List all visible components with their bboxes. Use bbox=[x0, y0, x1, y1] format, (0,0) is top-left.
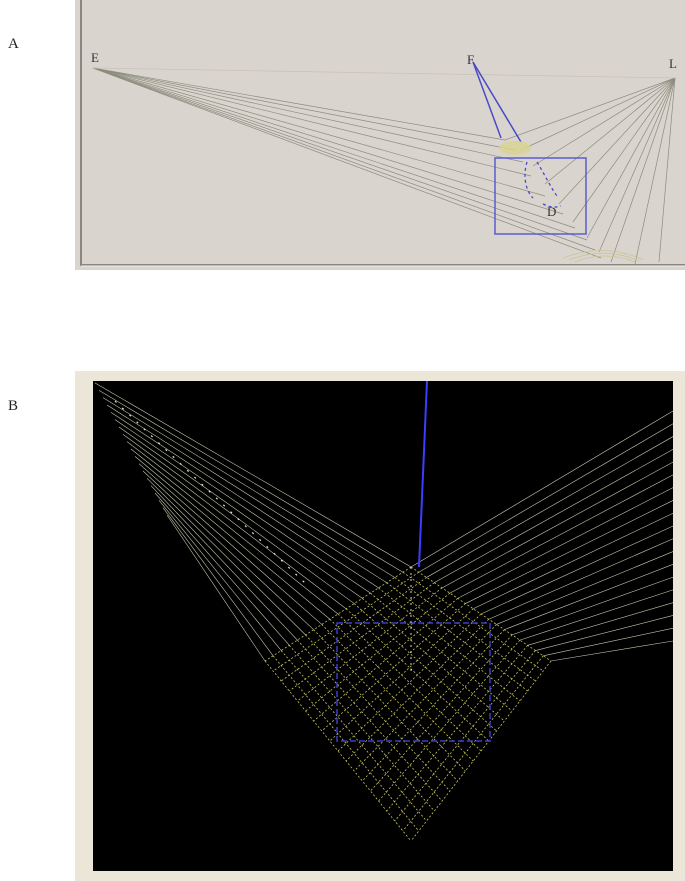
panel-b-ray-right-3 bbox=[434, 449, 674, 583]
panel-a-ray-l-10 bbox=[658, 77, 676, 263]
panel-b-grid-line-a-12 bbox=[362, 629, 505, 782]
panel-b-ray-right-14 bbox=[519, 589, 674, 641]
panel-b-grid-line-a-17 bbox=[402, 655, 544, 832]
panel-b-grid-line-a-10 bbox=[345, 618, 490, 762]
panel-b-grid-line-a-16 bbox=[394, 650, 536, 822]
panel-a-label: A bbox=[8, 36, 19, 52]
panel-b-ray-right-13 bbox=[512, 576, 674, 636]
panel-a-arc-1 bbox=[568, 252, 640, 262]
point-e-label: E bbox=[91, 50, 99, 65]
panel-a-ray-e-8 bbox=[92, 67, 596, 251]
panel-a-arc-2 bbox=[562, 250, 644, 261]
point-f-label: F bbox=[467, 52, 474, 67]
panel-b-ray-right-16 bbox=[535, 615, 674, 651]
panel-a-canvas: E F L D bbox=[75, 0, 685, 274]
panel-a-ray-l-7 bbox=[598, 77, 676, 253]
panel-a-ray-l-2 bbox=[532, 77, 676, 167]
panel-a-ray-l-8 bbox=[610, 77, 676, 263]
panel-b-ray-left-4 bbox=[110, 412, 379, 589]
panel-a-spot bbox=[499, 141, 531, 155]
panel-a-ray-e-7 bbox=[92, 67, 588, 241]
panel-a-ray-l-0 bbox=[504, 77, 676, 141]
panel-b-ray-left-14 bbox=[150, 485, 298, 641]
panel-b-ray-left-11 bbox=[138, 463, 322, 625]
panel-a-ray-l-5 bbox=[572, 77, 676, 223]
panel-b-ray-left-1 bbox=[98, 390, 404, 573]
panel-b-ray-right-5 bbox=[449, 474, 674, 594]
point-d-label: D bbox=[547, 204, 556, 219]
panel-b-ray-left-18 bbox=[166, 514, 266, 662]
panel-b-grid-line-b-1 bbox=[402, 571, 544, 672]
panel-a-ray-e-3 bbox=[92, 67, 532, 177]
panel-a-ray-e-1 bbox=[92, 67, 516, 151]
panel-b-rays bbox=[94, 382, 674, 662]
panel-b-grid-line-a-5 bbox=[305, 592, 451, 712]
panel-a-ray-e-9 bbox=[92, 67, 602, 259]
panel-b-ray-right-0 bbox=[410, 410, 674, 568]
panel-b-ray-right-8 bbox=[473, 512, 674, 610]
panel-b-ray-left-12 bbox=[142, 470, 314, 630]
panel-a-focus-box bbox=[494, 157, 587, 235]
panel-b-grid-line-a-13 bbox=[370, 634, 513, 792]
panel-b-ray-right-2 bbox=[426, 436, 674, 578]
panel-b-ray-right-1 bbox=[418, 423, 674, 573]
panel-b-ray-left-2 bbox=[102, 397, 395, 578]
panel-b-vertical-ray bbox=[418, 380, 428, 568]
panel-b-ray-left-5 bbox=[114, 419, 371, 594]
panel-b-ray-left-17 bbox=[162, 507, 274, 656]
panel-a-dashed-path bbox=[524, 161, 562, 208]
point-l-label: L bbox=[669, 56, 677, 71]
panel-b-grid-line-b-16 bbox=[280, 650, 427, 822]
panel-b-ray-left-16 bbox=[158, 500, 282, 651]
panel-b-grid-line-a-15 bbox=[386, 645, 528, 812]
panel-b-ray-left-15 bbox=[154, 492, 290, 646]
panel-b-grid-line-b-17 bbox=[272, 655, 420, 832]
panel-a-ray-e-4 bbox=[92, 67, 546, 197]
panel-b-ray-right-6 bbox=[457, 487, 674, 599]
panel-b-ray-right-17 bbox=[543, 627, 674, 657]
panel-b-ray-right-4 bbox=[441, 461, 674, 589]
panel-b-ray-right-15 bbox=[527, 602, 674, 646]
panel-b-focus-box bbox=[336, 622, 491, 742]
panel-a-ray-e-2 bbox=[92, 67, 524, 163]
panel-a-ray-e-5 bbox=[92, 67, 564, 215]
panel-b-grid-line-b-12 bbox=[313, 629, 458, 782]
panel-a-ray-l-1 bbox=[520, 77, 676, 151]
panel-a-f-line-2 bbox=[472, 61, 522, 143]
panel-a-baseline bbox=[92, 67, 676, 79]
panel-a-ray-l-3 bbox=[544, 77, 676, 185]
panel-b-grid-line-b-18 bbox=[264, 660, 412, 842]
panel-b-grid-line-b-15 bbox=[289, 645, 435, 812]
panel-a-ray-l-4 bbox=[558, 77, 676, 205]
panel-b-ray-left-3 bbox=[106, 404, 387, 583]
panel-a-ray-l-6 bbox=[586, 77, 676, 239]
panel-b-ray-left-0 bbox=[94, 382, 412, 568]
panel-b-ray-left-8 bbox=[126, 441, 347, 610]
panel-b-ray-right-10 bbox=[488, 538, 674, 620]
panel-b-ray-left-10 bbox=[134, 456, 331, 620]
panel-b-label: B bbox=[8, 398, 19, 414]
panel-b-diagram bbox=[75, 371, 685, 881]
panel-a-arc-0 bbox=[574, 255, 636, 263]
panel-b-ray-left-13 bbox=[146, 478, 306, 636]
panel-a-f-line-1 bbox=[472, 61, 502, 139]
panel-b-grid-line-a-9 bbox=[337, 613, 482, 752]
panel-b-ray-right-18 bbox=[550, 640, 674, 662]
panel-b-ray-right-11 bbox=[496, 551, 674, 625]
panel-b-ray-right-12 bbox=[504, 564, 674, 630]
panel-b-ray-right-7 bbox=[465, 500, 674, 604]
panel-a-ray-l-9 bbox=[634, 77, 676, 265]
panel-a-ray-e-0 bbox=[92, 67, 506, 141]
panel-b-dotted-guide bbox=[114, 400, 306, 584]
panel-b-ray-left-6 bbox=[118, 426, 363, 599]
panel-a-diagram: E F L D bbox=[75, 0, 685, 274]
panel-b-ray-left-9 bbox=[130, 448, 339, 615]
panel-b-canvas bbox=[75, 371, 685, 881]
panel-b-ray-right-9 bbox=[480, 525, 674, 615]
